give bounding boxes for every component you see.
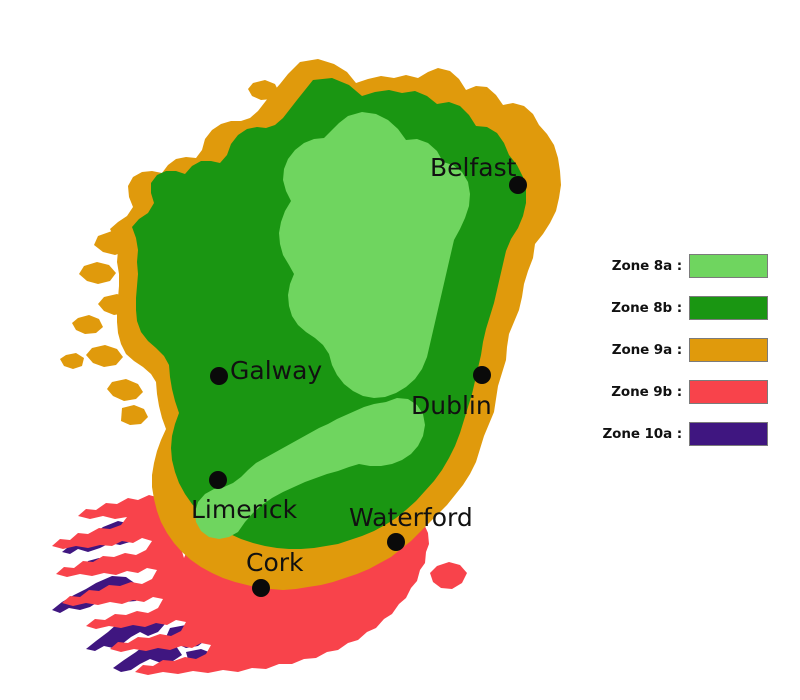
legend-label-zone-8a: Zone 8a : <box>611 258 682 274</box>
city-dot-dublin[interactable] <box>473 366 491 384</box>
city-label-galway: Galway <box>230 356 322 385</box>
legend-label-zone-10a: Zone 10a : <box>602 426 682 442</box>
legend-label-zone-9b: Zone 9b : <box>611 384 682 400</box>
city-label-waterford: Waterford <box>349 503 473 532</box>
map-canvas: Belfast Galway Dublin Limerick Waterford <box>52 59 561 675</box>
city-markers: Belfast Galway Dublin Limerick Waterford <box>191 153 527 597</box>
legend-label-zone-8b: Zone 8b : <box>611 300 682 316</box>
ireland-map-svg: Belfast Galway Dublin Limerick Waterford <box>52 59 561 675</box>
zone-legend: Zone 8a : Zone 8b : Zone 9a : Zone 9b : … <box>598 252 788 448</box>
city-marker-dublin[interactable]: Dublin <box>411 366 492 420</box>
city-dot-galway[interactable] <box>210 367 228 385</box>
city-label-dublin: Dublin <box>411 391 492 420</box>
city-marker-galway[interactable]: Galway <box>210 356 322 385</box>
legend-row-zone-9a: Zone 9a : <box>598 336 788 364</box>
city-dot-limerick[interactable] <box>209 471 227 489</box>
legend-swatch-zone-9a <box>689 338 768 362</box>
city-dot-cork[interactable] <box>252 579 270 597</box>
legend-label-zone-9a: Zone 9a : <box>611 342 682 358</box>
city-label-limerick: Limerick <box>191 495 298 524</box>
legend-swatch-zone-8b <box>689 296 768 320</box>
city-label-cork: Cork <box>246 548 304 577</box>
city-label-belfast: Belfast <box>430 153 517 182</box>
legend-swatch-zone-10a <box>689 422 768 446</box>
city-dot-waterford[interactable] <box>387 533 405 551</box>
legend-row-zone-9b: Zone 9b : <box>598 378 788 406</box>
legend-swatch-zone-9b <box>689 380 768 404</box>
city-marker-belfast[interactable]: Belfast <box>430 153 527 194</box>
legend-row-zone-8b: Zone 8b : <box>598 294 788 322</box>
city-marker-limerick[interactable]: Limerick <box>191 471 298 524</box>
legend-row-zone-10a: Zone 10a : <box>598 420 788 448</box>
city-marker-cork[interactable]: Cork <box>246 548 304 597</box>
zone-9b-region <box>52 492 467 675</box>
city-marker-waterford[interactable]: Waterford <box>349 503 473 551</box>
legend-swatch-zone-8a <box>689 254 768 278</box>
legend-row-zone-8a: Zone 8a : <box>598 252 788 280</box>
city-dot-belfast[interactable] <box>509 176 527 194</box>
zone-8a-region <box>195 112 470 539</box>
